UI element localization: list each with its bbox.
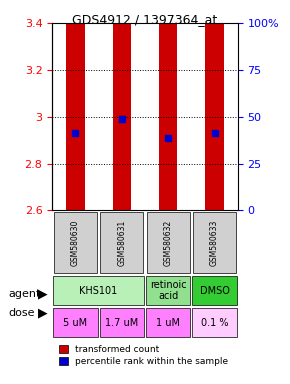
Text: ▶: ▶ — [38, 306, 47, 319]
Text: ▶: ▶ — [38, 287, 47, 300]
FancyBboxPatch shape — [53, 276, 144, 305]
FancyBboxPatch shape — [54, 212, 97, 273]
Bar — [159, 0, 177, 210]
Bar — [205, 0, 224, 210]
FancyBboxPatch shape — [99, 308, 144, 337]
Text: 5 uM: 5 uM — [63, 318, 88, 328]
FancyBboxPatch shape — [192, 308, 237, 337]
Bar — [113, 0, 131, 210]
Text: agent: agent — [9, 289, 41, 299]
Text: GSM580631: GSM580631 — [117, 219, 126, 266]
Text: 1.7 uM: 1.7 uM — [105, 318, 138, 328]
Text: 0.1 %: 0.1 % — [201, 318, 228, 328]
FancyBboxPatch shape — [100, 212, 143, 273]
Text: KHS101: KHS101 — [79, 286, 118, 296]
Point — [73, 130, 78, 136]
Text: GDS4912 / 1397364_at: GDS4912 / 1397364_at — [72, 13, 218, 26]
Text: GSM580633: GSM580633 — [210, 219, 219, 266]
FancyBboxPatch shape — [192, 276, 237, 305]
Text: DMSO: DMSO — [200, 286, 230, 296]
FancyBboxPatch shape — [147, 212, 190, 273]
FancyBboxPatch shape — [193, 212, 236, 273]
Point — [166, 135, 171, 141]
Bar — [66, 0, 85, 210]
Legend: transformed count, percentile rank within the sample: transformed count, percentile rank withi… — [57, 343, 230, 368]
Text: 1 uM: 1 uM — [156, 318, 180, 328]
Point — [212, 130, 217, 136]
Text: GSM580632: GSM580632 — [164, 219, 173, 266]
Point — [119, 116, 124, 122]
FancyBboxPatch shape — [53, 308, 98, 337]
Text: retinoic
acid: retinoic acid — [150, 280, 186, 301]
Text: GSM580630: GSM580630 — [71, 219, 80, 266]
FancyBboxPatch shape — [146, 276, 191, 305]
FancyBboxPatch shape — [146, 308, 191, 337]
Text: dose: dose — [9, 308, 35, 318]
